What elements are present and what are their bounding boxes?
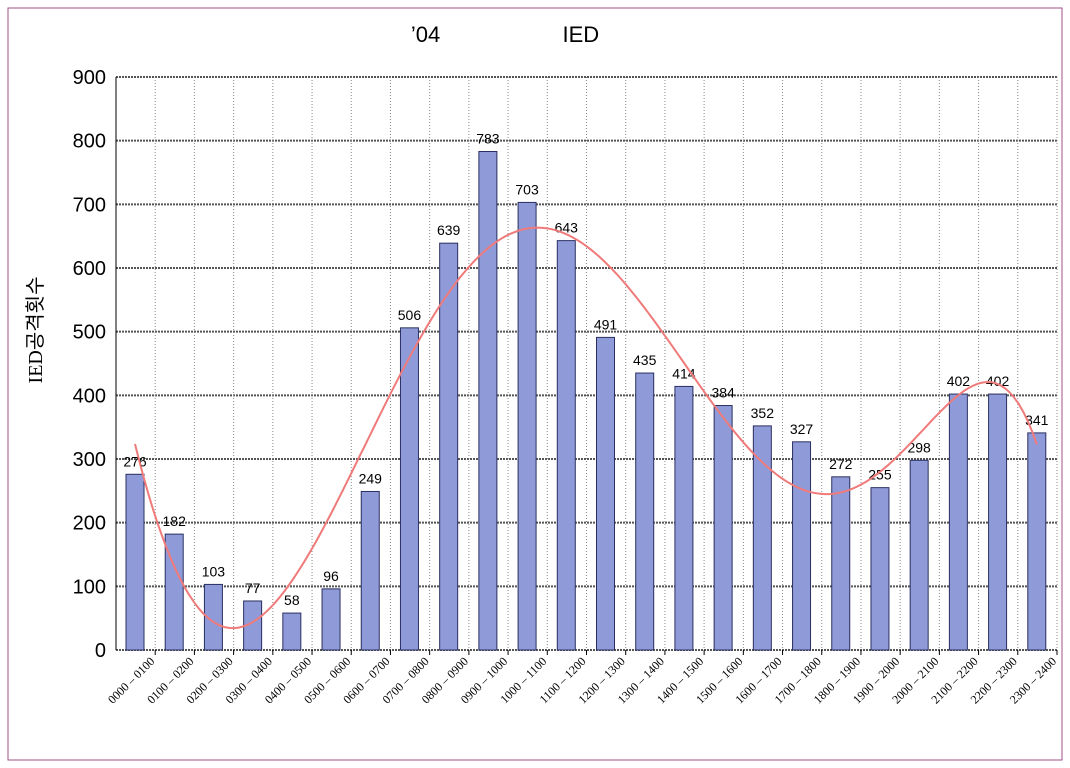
bar — [831, 476, 851, 651]
y-tick-label: 800 — [73, 131, 106, 153]
value-label: 783 — [476, 130, 500, 146]
value-label: 58 — [284, 592, 300, 608]
bar — [321, 588, 341, 651]
value-label: 384 — [711, 385, 735, 401]
y-tick-label: 600 — [73, 258, 106, 280]
y-tick-label: 100 — [73, 576, 106, 598]
bar — [556, 240, 576, 651]
bar — [1027, 432, 1047, 651]
y-tick-label: 900 — [73, 67, 106, 89]
y-tick-label: 0 — [95, 640, 106, 662]
bar — [478, 150, 498, 651]
bar — [635, 372, 655, 651]
chart-title: ’04 IED — [411, 22, 599, 47]
bar — [282, 612, 302, 651]
value-label: 327 — [790, 421, 814, 437]
y-tick-label: 700 — [73, 194, 106, 216]
bar — [674, 385, 694, 651]
bar — [439, 242, 459, 651]
value-label: 77 — [245, 580, 261, 596]
value-label: 491 — [594, 316, 618, 332]
value-label: 435 — [633, 352, 657, 368]
bar — [988, 393, 1008, 651]
value-label: 703 — [515, 181, 539, 197]
y-tick-label: 500 — [73, 322, 106, 344]
value-label: 276 — [123, 453, 147, 469]
bar — [125, 473, 145, 651]
value-label: 182 — [163, 513, 187, 529]
value-label: 639 — [437, 222, 461, 238]
value-label: 298 — [907, 439, 931, 455]
value-label: 352 — [751, 405, 775, 421]
bar — [596, 336, 615, 651]
value-label: 341 — [1025, 412, 1049, 428]
bar — [792, 441, 812, 651]
value-label: 96 — [323, 568, 339, 584]
y-tick-label: 300 — [73, 449, 106, 471]
bar — [713, 405, 733, 651]
bar — [360, 490, 380, 651]
bar — [948, 393, 968, 651]
value-label: 414 — [672, 365, 696, 381]
y-tick-label: 400 — [73, 385, 106, 407]
value-label: 506 — [398, 307, 422, 323]
y-axis-label: IED공격횟수 — [24, 277, 47, 384]
value-label: 272 — [829, 456, 853, 472]
value-label: 249 — [359, 470, 383, 486]
bar — [399, 327, 419, 651]
trendline — [134, 226, 1038, 630]
value-label: 255 — [868, 467, 892, 483]
value-label: 402 — [986, 373, 1010, 389]
bar — [517, 201, 537, 651]
value-label: 103 — [202, 563, 226, 579]
bar — [870, 487, 890, 651]
bar — [752, 425, 772, 651]
bar — [203, 583, 223, 651]
value-label: 402 — [947, 373, 971, 389]
bar — [164, 533, 184, 651]
y-tick-label: 200 — [73, 513, 106, 535]
bar — [909, 459, 929, 651]
